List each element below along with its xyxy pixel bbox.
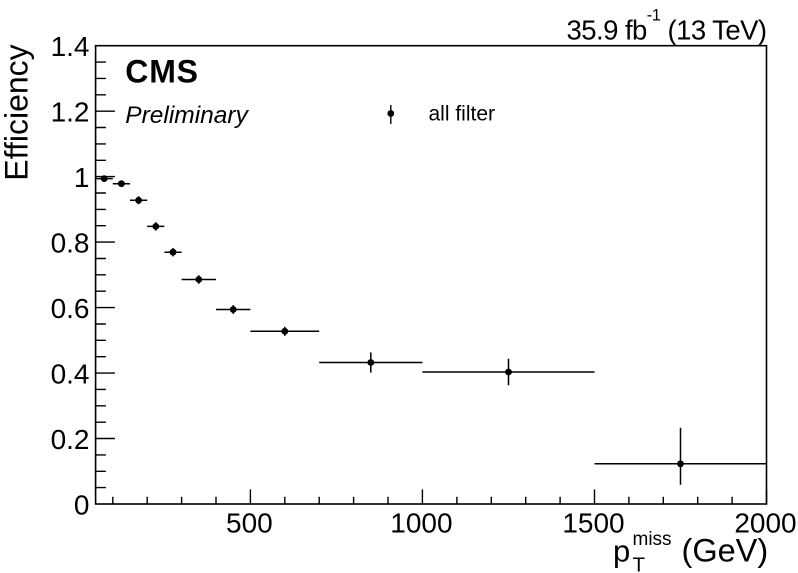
- svg-text:1000: 1000: [390, 508, 452, 539]
- svg-text:Preliminary: Preliminary: [125, 102, 249, 129]
- svg-text:1.2: 1.2: [51, 97, 90, 128]
- svg-text:(GeV): (GeV): [682, 533, 769, 569]
- svg-text:1500: 1500: [562, 508, 624, 539]
- svg-text:0.8: 0.8: [51, 227, 90, 258]
- svg-text:0.2: 0.2: [51, 424, 90, 455]
- svg-text:Efficiency: Efficiency: [0, 44, 34, 180]
- svg-text:0: 0: [74, 489, 90, 520]
- svg-text:0.6: 0.6: [51, 293, 90, 324]
- svg-text:CMS: CMS: [125, 53, 199, 89]
- svg-text:p: p: [613, 534, 630, 569]
- svg-text:0.4: 0.4: [51, 358, 90, 389]
- svg-text:miss: miss: [633, 529, 672, 550]
- svg-text:2000: 2000: [734, 508, 796, 539]
- svg-text:500: 500: [226, 508, 273, 539]
- svg-text:1: 1: [74, 162, 90, 193]
- svg-text:all filter: all filter: [429, 103, 496, 126]
- svg-text:1.4: 1.4: [51, 31, 90, 62]
- svg-text:T: T: [633, 554, 646, 573]
